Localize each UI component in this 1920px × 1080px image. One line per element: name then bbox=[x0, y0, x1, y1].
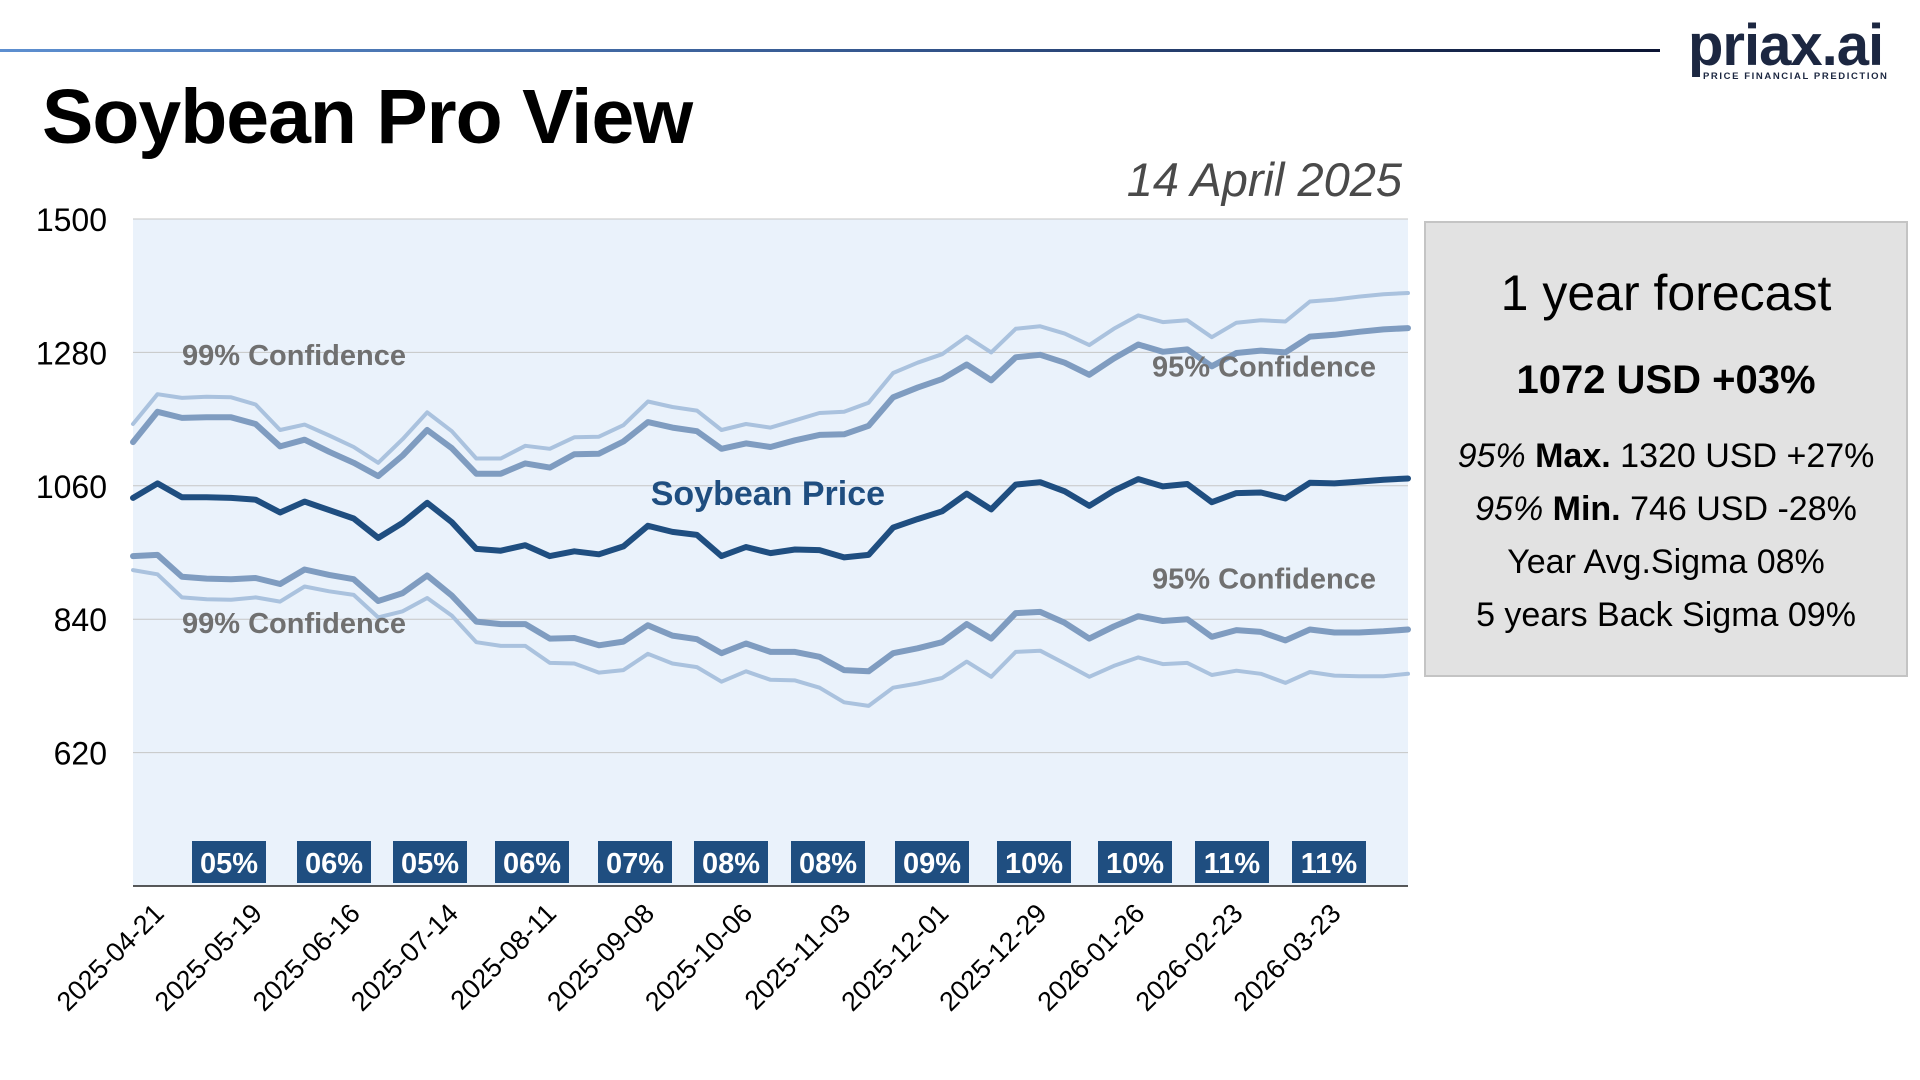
confidence-series-label: 95% Confidence bbox=[1152, 563, 1376, 595]
sigma-badge-label: 05% bbox=[200, 848, 258, 880]
report-date: 14 April 2025 bbox=[1126, 153, 1402, 206]
logo-wordmark: priax.ai bbox=[1688, 13, 1884, 78]
sigma-badge bbox=[297, 841, 371, 883]
sigma-badge-label: 11% bbox=[1204, 848, 1261, 880]
forecast-max-prefix: 95% bbox=[1457, 437, 1526, 475]
confidence-95-line bbox=[130, 551, 1411, 675]
sigma-badge-label: 08% bbox=[799, 848, 857, 880]
y-tick-label: 1060 bbox=[36, 469, 107, 505]
sigma-badge-label: 06% bbox=[305, 848, 363, 880]
confidence-series-label: 99% Confidence bbox=[182, 340, 406, 372]
sigma-badge bbox=[997, 841, 1071, 883]
x-tick-label: 2025-10-06 bbox=[639, 898, 758, 1017]
confidence-99-line bbox=[131, 568, 1410, 708]
confidence-series-label: 99% Confidence bbox=[182, 608, 406, 640]
sigma-badge-label: 05% bbox=[401, 848, 459, 880]
forecast-max: 95% Max. 1320 USD +27% bbox=[1426, 436, 1906, 476]
x-tick-label: 2025-07-14 bbox=[345, 898, 464, 1017]
y-tick-label: 840 bbox=[54, 602, 107, 638]
forecast-min-label: Min. bbox=[1552, 490, 1621, 528]
confidence-99-line bbox=[131, 291, 1410, 465]
forecast-min-prefix: 95% bbox=[1475, 490, 1544, 528]
sigma-badge bbox=[1195, 841, 1269, 883]
y-tick-label: 620 bbox=[54, 736, 107, 772]
sigma-badge bbox=[1292, 841, 1366, 883]
y-tick-label: 1500 bbox=[36, 202, 107, 238]
forecast-min: 95% Min. 746 USD -28% bbox=[1426, 489, 1906, 529]
sigma-badge-label: 10% bbox=[1106, 848, 1164, 880]
sigma-badge bbox=[495, 841, 569, 883]
x-tick-label: 2026-03-23 bbox=[1228, 898, 1347, 1017]
forecast-min-value: 746 USD -28% bbox=[1630, 490, 1857, 528]
confidence-series-label: 95% Confidence bbox=[1152, 352, 1376, 384]
forecast-max-value: 1320 USD +27% bbox=[1620, 437, 1875, 475]
price-line bbox=[130, 475, 1411, 561]
sigma-badge bbox=[393, 841, 467, 883]
header-divider bbox=[0, 49, 1660, 52]
forecast-panel: 1 year forecast 1072 USD +03% 95% Max. 1… bbox=[1424, 221, 1908, 677]
forecast-headline: 1072 USD +03% bbox=[1516, 358, 1816, 402]
sigma-badge-label: 07% bbox=[606, 848, 664, 880]
sigma-badge-label: 09% bbox=[903, 848, 961, 880]
confidence-95-line bbox=[130, 325, 1411, 480]
sigma-badge bbox=[895, 841, 969, 883]
priax-logo: priax.ai PRICE FINANCIAL PREDICTION bbox=[1688, 14, 1888, 86]
sigma-badge bbox=[598, 841, 672, 883]
logo-tagline: PRICE FINANCIAL PREDICTION bbox=[1703, 71, 1889, 82]
y-tick-label: 1280 bbox=[36, 335, 107, 371]
forecast-max-label: Max. bbox=[1535, 437, 1611, 475]
page-title: Soybean Pro View bbox=[42, 74, 693, 160]
sigma-badge bbox=[694, 841, 768, 883]
forecast-avg-sigma: Year Avg.Sigma 08% bbox=[1507, 543, 1825, 581]
sigma-badge-label: 10% bbox=[1005, 848, 1063, 880]
sigma-badge-label: 06% bbox=[503, 848, 561, 880]
price-series-label: Soybean Price bbox=[651, 475, 885, 513]
sigma-badge bbox=[791, 841, 865, 883]
sigma-badge-label: 11% bbox=[1301, 848, 1358, 880]
sigma-badge-label: 08% bbox=[702, 848, 760, 880]
sigma-badge bbox=[192, 841, 266, 883]
forecast-title: 1 year forecast bbox=[1500, 265, 1832, 321]
sigma-badge bbox=[1098, 841, 1172, 883]
forecast-back-sigma: 5 years Back Sigma 09% bbox=[1476, 596, 1856, 634]
